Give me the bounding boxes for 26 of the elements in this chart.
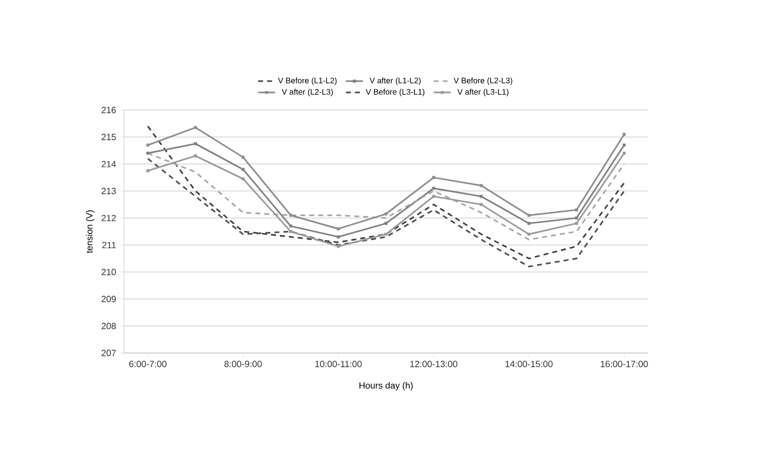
x-tick-label: 16:00-17:00 bbox=[600, 360, 648, 368]
y-tick-label: 216 bbox=[102, 106, 116, 114]
y-tick-label: 214 bbox=[102, 160, 116, 168]
y-tick-label: 211 bbox=[102, 242, 116, 248]
legend-label: V Before (L1-L2) bbox=[278, 77, 337, 85]
y-tick-label: 212 bbox=[102, 214, 116, 222]
legend-label: V after (L1-L2) bbox=[370, 77, 421, 85]
legend-label: V Before (L3-L1) bbox=[366, 88, 424, 96]
y-tick-label: 209 bbox=[102, 296, 116, 302]
line-series bbox=[147, 158, 625, 268]
x-tick-label: 10:00-11:00 bbox=[315, 360, 362, 368]
y-tick-label: 210 bbox=[102, 268, 116, 276]
line-series bbox=[147, 125, 625, 260]
legend-label: V after (L3-L1) bbox=[457, 88, 508, 96]
y-tick-label: 215 bbox=[102, 134, 116, 140]
y-tick-label: 213 bbox=[102, 188, 116, 194]
x-tick-label: 14:00-15:00 bbox=[506, 360, 553, 368]
legend-label: V Before (L2-L3) bbox=[454, 77, 512, 85]
y-axis-title: tension (V) bbox=[86, 210, 94, 254]
x-tick-label: 12:00-13:00 bbox=[410, 360, 458, 368]
x-axis-title: Hours day (h) bbox=[359, 382, 413, 390]
x-tick-label: 8:00-9:00 bbox=[224, 360, 262, 368]
x-tick-label: 6:00-7:00 bbox=[129, 360, 166, 368]
legend-label: V after (L2-L3) bbox=[282, 88, 333, 96]
y-tick-label: 208 bbox=[102, 322, 116, 330]
y-tick-label: 207 bbox=[102, 350, 116, 356]
